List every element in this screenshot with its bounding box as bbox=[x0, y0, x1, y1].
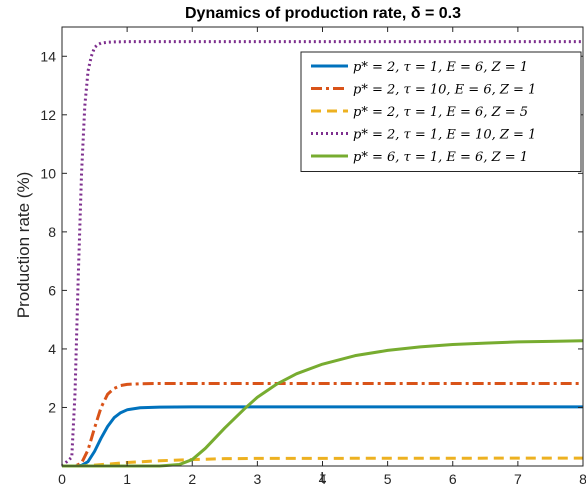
legend-label-3: p* = 2, τ = 1, E = 6, Z = 5 bbox=[353, 105, 528, 120]
y-axis-label: Production rate (%) bbox=[14, 172, 33, 318]
legend-label-4: p* = 2, τ = 1, E = 10, Z = 1 bbox=[353, 128, 536, 143]
legend-label-5: p* = 6, τ = 1, E = 6, Z = 1 bbox=[353, 150, 528, 165]
x-tick-label: 1 bbox=[123, 471, 131, 487]
y-tick-label: 10 bbox=[40, 165, 56, 181]
y-tick-label: 2 bbox=[48, 399, 56, 415]
legend: p* = 2, τ = 1, E = 6, Z = 1 p* = 2, τ = 1… bbox=[301, 52, 581, 172]
y-tick-label: 14 bbox=[40, 48, 56, 64]
y-tick-label: 12 bbox=[40, 107, 56, 123]
x-tick-label: 7 bbox=[514, 471, 522, 487]
x-tick-label: 2 bbox=[188, 471, 196, 487]
legend-label-1: p* = 2, τ = 1, E = 6, Z = 1 bbox=[353, 60, 528, 75]
x-tick-label: 8 bbox=[579, 471, 586, 487]
x-tick-label: 3 bbox=[253, 471, 261, 487]
y-tick-label: 4 bbox=[48, 341, 56, 357]
x-tick-label: 0 bbox=[58, 471, 66, 487]
x-tick-label: 5 bbox=[384, 471, 392, 487]
legend-label-2: p* = 2, τ = 10, E = 6, Z = 1 bbox=[353, 83, 536, 98]
y-tick-label: 8 bbox=[48, 224, 56, 240]
y-tick-label: 6 bbox=[48, 282, 56, 298]
x-tick-label: 6 bbox=[449, 471, 457, 487]
chart-title: Dynamics of production rate, δ = 0.3 bbox=[185, 5, 461, 22]
x-axis-label: t bbox=[320, 468, 327, 487]
